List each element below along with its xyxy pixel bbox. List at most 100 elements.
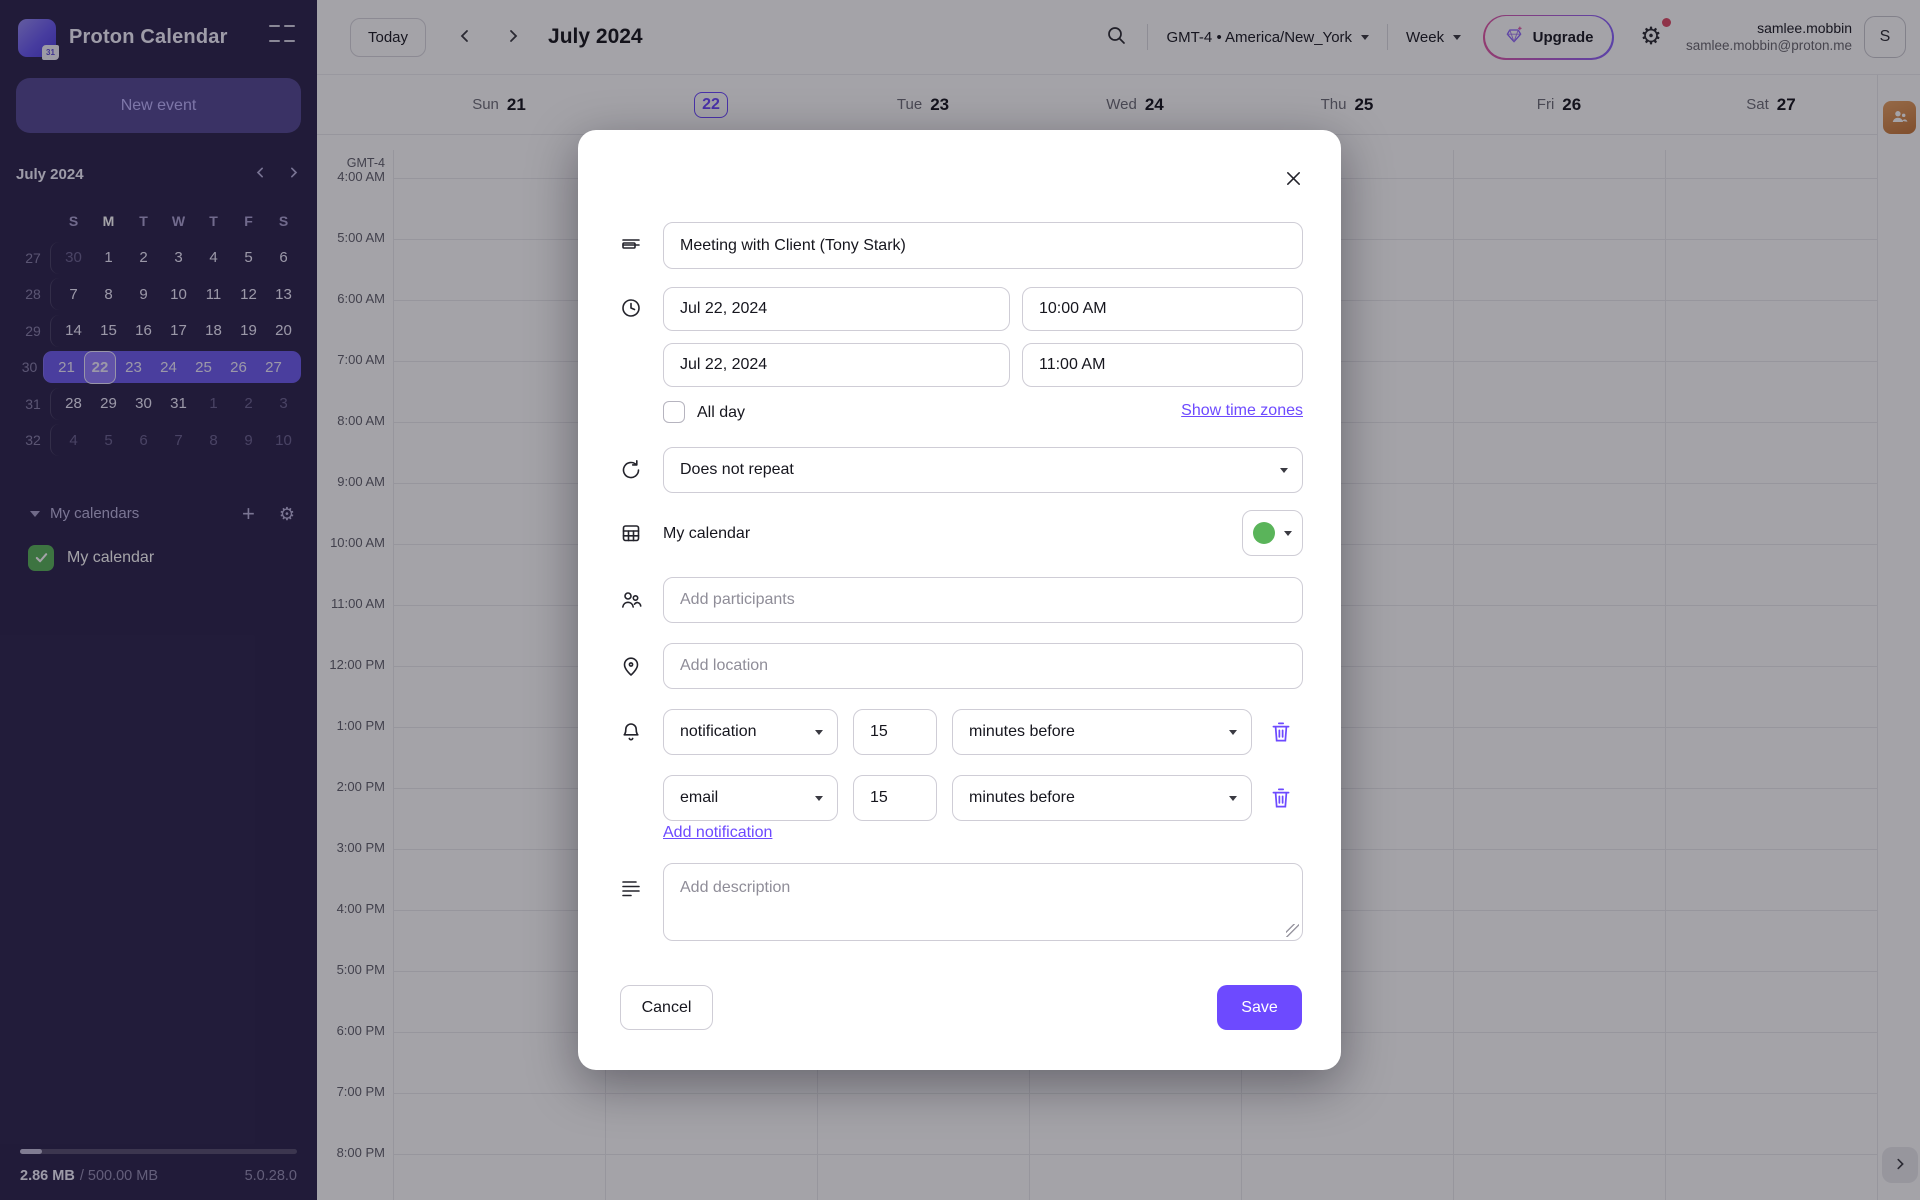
chevron-left-icon bbox=[456, 27, 474, 48]
day-header-wed[interactable]: Wed 24 bbox=[1029, 75, 1241, 134]
minical-day[interactable]: 14 bbox=[65, 322, 82, 340]
minical-day[interactable]: 17 bbox=[170, 322, 187, 340]
minical-day[interactable]: 18 bbox=[205, 322, 222, 340]
minical-day[interactable]: 15 bbox=[100, 322, 117, 340]
start-date-input[interactable] bbox=[663, 287, 1010, 331]
today-button[interactable]: Today bbox=[350, 17, 427, 57]
next-week-button[interactable] bbox=[500, 24, 526, 50]
all-day-checkbox[interactable] bbox=[663, 401, 685, 423]
notification-unit-select[interactable]: minutes before bbox=[952, 709, 1252, 755]
minical-day[interactable]: 30 bbox=[135, 395, 152, 413]
notification-value-input[interactable] bbox=[853, 709, 937, 755]
close-button[interactable] bbox=[1279, 166, 1307, 194]
participants-input[interactable] bbox=[663, 577, 1303, 623]
notification-type-select[interactable]: email bbox=[663, 775, 838, 821]
day-header-thu[interactable]: Thu 25 bbox=[1241, 75, 1453, 134]
minical-day[interactable]: 2 bbox=[244, 395, 253, 413]
new-event-button[interactable]: New event bbox=[16, 78, 301, 133]
notification-unit-select[interactable]: minutes before bbox=[952, 775, 1252, 821]
chevron-down-icon bbox=[1229, 729, 1237, 735]
minical-day[interactable]: 16 bbox=[135, 322, 152, 340]
day-header-tue[interactable]: Tue 23 bbox=[817, 75, 1029, 134]
minical-day[interactable]: 5 bbox=[244, 249, 253, 267]
minical-day[interactable]: 10 bbox=[170, 285, 187, 303]
day-header-sun[interactable]: Sun 21 bbox=[393, 75, 605, 134]
minical-day[interactable]: 3 bbox=[279, 395, 288, 413]
minical-day[interactable]: 19 bbox=[240, 322, 257, 340]
day-header-mon[interactable]: Mon22 bbox=[605, 75, 817, 134]
minical-day[interactable]: 6 bbox=[139, 431, 148, 449]
minical-day[interactable]: 13 bbox=[275, 285, 292, 303]
avatar[interactable]: S bbox=[1864, 16, 1906, 58]
minical-day[interactable]: 4 bbox=[69, 431, 78, 449]
minical-day[interactable]: 21 bbox=[58, 358, 75, 376]
timezone-selector[interactable]: GMT-4 • America/New_York bbox=[1162, 23, 1373, 52]
minical-day[interactable]: 9 bbox=[244, 431, 253, 449]
notification-type-select[interactable]: notification bbox=[663, 709, 838, 755]
show-time-zones-link[interactable]: Show time zones bbox=[1181, 402, 1303, 419]
settings-button[interactable]: ⚙ bbox=[1634, 18, 1671, 54]
add-calendar-button[interactable]: + bbox=[242, 500, 255, 526]
minical-day[interactable]: 28 bbox=[65, 395, 82, 413]
minical-day[interactable]: 2 bbox=[139, 249, 148, 267]
end-time-input[interactable] bbox=[1022, 343, 1303, 387]
notification-value-input[interactable] bbox=[853, 775, 937, 821]
repeat-select[interactable]: Does not repeat bbox=[663, 447, 1303, 493]
minical-day[interactable]: 9 bbox=[139, 285, 148, 303]
mini-prev-button[interactable] bbox=[253, 165, 268, 183]
calendar-color-select[interactable] bbox=[1242, 510, 1303, 556]
minical-day[interactable]: 4 bbox=[209, 249, 218, 267]
upgrade-button[interactable]: Upgrade bbox=[1483, 14, 1614, 60]
minical-day[interactable]: 6 bbox=[279, 249, 288, 267]
delete-notification-button[interactable] bbox=[1268, 785, 1294, 811]
minical-day[interactable]: 8 bbox=[209, 431, 218, 449]
minical-day[interactable]: 31 bbox=[170, 395, 187, 413]
start-time-input[interactable] bbox=[1022, 287, 1303, 331]
minical-day[interactable]: 27 bbox=[265, 358, 282, 376]
minical-day[interactable]: 26 bbox=[230, 358, 247, 376]
event-title-input[interactable] bbox=[663, 222, 1303, 269]
minical-day[interactable]: 24 bbox=[160, 358, 177, 376]
notification-type-value: notification bbox=[680, 723, 757, 740]
minical-day[interactable]: 1 bbox=[104, 249, 113, 267]
day-header-fri[interactable]: Fri 26 bbox=[1453, 75, 1665, 134]
day-name: Tue bbox=[896, 96, 923, 113]
calendar-settings-button[interactable]: ⚙ bbox=[279, 505, 295, 523]
cancel-button[interactable]: Cancel bbox=[620, 985, 713, 1030]
minical-day[interactable]: 7 bbox=[69, 285, 78, 303]
minical-day[interactable]: 11 bbox=[205, 285, 222, 303]
location-input[interactable] bbox=[663, 643, 1303, 689]
minical-day[interactable]: 8 bbox=[104, 285, 113, 303]
chevron-right-icon bbox=[504, 27, 522, 48]
minical-day[interactable]: 30 bbox=[65, 249, 82, 267]
day-header-sat[interactable]: Sat 27 bbox=[1665, 75, 1877, 134]
app-switcher-button[interactable] bbox=[265, 21, 299, 55]
end-date-input[interactable] bbox=[663, 343, 1010, 387]
contacts-button[interactable] bbox=[1883, 101, 1916, 134]
add-notification-link[interactable]: Add notification bbox=[663, 824, 773, 841]
mini-next-button[interactable] bbox=[286, 165, 301, 183]
minical-day[interactable]: 10 bbox=[275, 431, 292, 449]
minical-day[interactable]: 25 bbox=[195, 358, 212, 376]
description-textarea[interactable] bbox=[663, 863, 1303, 941]
minical-day[interactable]: 3 bbox=[174, 249, 183, 267]
minical-day[interactable]: 22 bbox=[84, 350, 116, 384]
view-selector[interactable]: Week bbox=[1402, 23, 1465, 52]
search-button[interactable] bbox=[1099, 20, 1133, 54]
week-day-headers: Sun 21 Mon22 Tue 23 Wed 24 Thu 25 Fri 26 Sat 27 bbox=[393, 75, 1877, 135]
save-button[interactable]: Save bbox=[1217, 985, 1302, 1030]
calendar-list-item[interactable]: My calendar bbox=[16, 544, 301, 571]
minical-day[interactable]: 7 bbox=[174, 431, 183, 449]
prev-week-button[interactable] bbox=[452, 24, 478, 50]
my-calendars-header[interactable]: My calendars + ⚙ bbox=[16, 501, 301, 527]
calendar-checkbox[interactable] bbox=[28, 544, 54, 571]
storage-progress-fill bbox=[20, 1149, 42, 1154]
minical-day[interactable]: 23 bbox=[125, 358, 142, 376]
minical-day[interactable]: 5 bbox=[104, 431, 113, 449]
expand-panel-button[interactable] bbox=[1882, 1147, 1918, 1183]
delete-notification-button[interactable] bbox=[1268, 719, 1294, 745]
minical-day[interactable]: 12 bbox=[240, 285, 257, 303]
minical-day[interactable]: 20 bbox=[275, 322, 292, 340]
minical-day[interactable]: 1 bbox=[209, 395, 218, 413]
minical-day[interactable]: 29 bbox=[100, 395, 117, 413]
